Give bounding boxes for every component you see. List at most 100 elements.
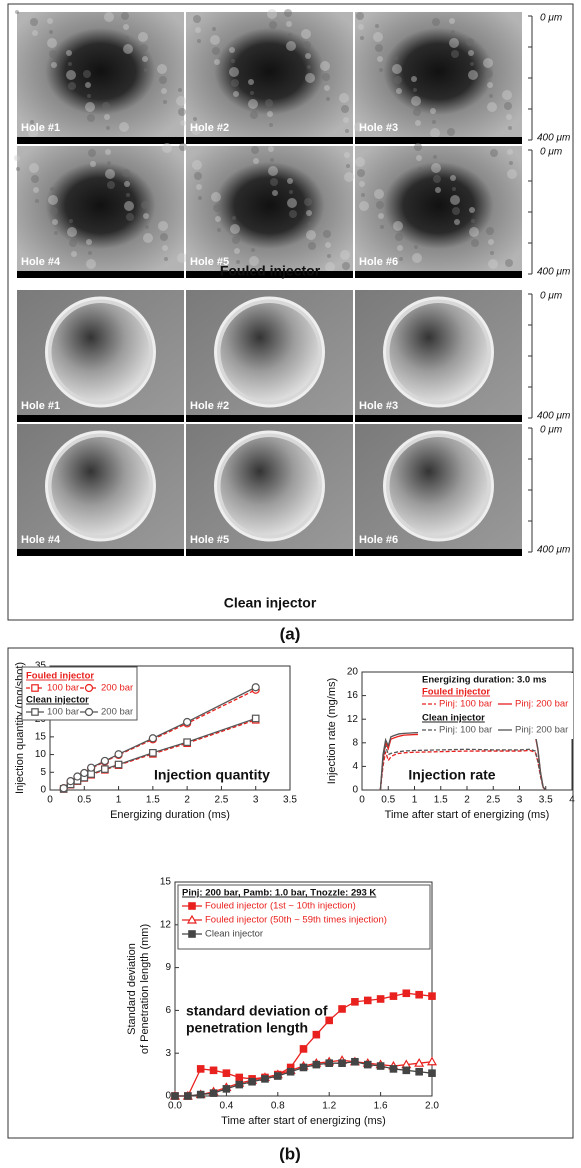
texture xyxy=(138,32,148,42)
texture xyxy=(304,198,312,206)
texture xyxy=(377,56,383,62)
scale-strip xyxy=(186,415,353,422)
texture xyxy=(416,155,422,161)
y-tick-label: 0 xyxy=(165,1091,171,1102)
texture xyxy=(163,100,167,104)
texture xyxy=(105,169,115,179)
x-tick-label: 1.5 xyxy=(146,795,160,806)
texture xyxy=(194,172,202,180)
texture xyxy=(355,157,365,167)
texture xyxy=(251,248,255,252)
x-tick-label: 0.4 xyxy=(219,1101,233,1112)
legend-label: Pinj: 200 bar xyxy=(515,725,568,736)
marker xyxy=(261,1075,269,1083)
x-tick-label: 3.5 xyxy=(539,795,553,806)
texture xyxy=(124,181,130,187)
panel-a-frame xyxy=(7,3,574,621)
texture xyxy=(232,216,236,220)
texture xyxy=(267,9,277,19)
scale-label: 400 μm xyxy=(537,545,570,556)
texture xyxy=(180,120,186,126)
panel-label: (b) xyxy=(279,1144,301,1163)
texture xyxy=(489,94,493,98)
legend-label: 200 bar xyxy=(101,707,133,718)
texture xyxy=(107,161,111,165)
scale-label: 400 μm xyxy=(537,411,570,422)
texture xyxy=(90,161,96,167)
x-tick-label: 2.0 xyxy=(425,1101,439,1112)
texture xyxy=(164,257,168,261)
texture xyxy=(344,152,350,158)
texture xyxy=(106,126,110,130)
y-tick-label: 9 xyxy=(165,962,171,973)
texture xyxy=(15,10,19,14)
texture xyxy=(359,201,369,211)
texture xyxy=(507,149,513,155)
texture xyxy=(488,259,498,269)
annotation: standard deviation of xyxy=(186,1003,328,1019)
texture xyxy=(124,201,134,211)
texture xyxy=(47,18,53,24)
plot-frame xyxy=(174,881,433,1097)
texture xyxy=(466,38,474,46)
legend-label: Pinj: 200 bar xyxy=(515,699,568,710)
y-tick-label: 20 xyxy=(347,667,359,678)
texture xyxy=(306,230,316,240)
texture xyxy=(267,111,273,117)
scale-label: 0 μm xyxy=(540,147,562,158)
x-tick-label: 1 xyxy=(116,795,122,806)
texture xyxy=(378,213,384,219)
texture xyxy=(32,30,38,36)
texture xyxy=(16,167,20,171)
y-axis-label: Standard deviation xyxy=(126,943,138,1035)
texture xyxy=(265,99,273,107)
texture xyxy=(301,29,311,39)
texture xyxy=(29,163,39,173)
x-tick-label: 0 xyxy=(359,795,365,806)
sem-image xyxy=(186,12,353,144)
texture xyxy=(452,187,456,191)
texture xyxy=(126,193,130,197)
texture xyxy=(418,167,422,171)
legend-marker xyxy=(31,684,39,692)
texture xyxy=(248,99,258,109)
hole-bore xyxy=(389,303,488,401)
legend-marker xyxy=(84,683,94,693)
scale-strip xyxy=(186,137,353,144)
texture xyxy=(509,161,513,165)
texture xyxy=(323,230,331,238)
texture xyxy=(414,245,418,249)
texture xyxy=(470,62,474,66)
marker xyxy=(66,777,75,786)
texture xyxy=(178,108,186,116)
texture xyxy=(192,160,202,170)
marker xyxy=(171,1092,179,1100)
texture xyxy=(396,88,402,94)
y-tick-label: 0 xyxy=(40,785,46,796)
y-tick-label: 6 xyxy=(165,1005,171,1016)
hole-label: Hole #1 xyxy=(21,400,60,412)
hole-label: Hole #2 xyxy=(190,122,229,134)
marker xyxy=(183,738,191,746)
legend-marker xyxy=(31,708,39,716)
texture xyxy=(435,187,441,193)
x-tick-label: 0.8 xyxy=(271,1101,285,1112)
texture xyxy=(394,76,402,84)
texture xyxy=(161,88,167,94)
texture xyxy=(447,128,455,136)
texture xyxy=(289,190,293,194)
texture xyxy=(340,250,350,260)
texture xyxy=(268,166,278,176)
y-tick-label: 35 xyxy=(35,661,47,672)
hole-label: Hole #5 xyxy=(190,534,229,546)
x-tick-label: 3 xyxy=(517,795,523,806)
x-tick-label: 0.5 xyxy=(77,795,91,806)
scale-strip xyxy=(355,137,522,144)
texture xyxy=(229,47,235,53)
texture xyxy=(87,94,91,98)
marker xyxy=(414,1057,425,1067)
legend-marker xyxy=(188,930,196,938)
marker xyxy=(73,772,82,781)
sem-image xyxy=(355,146,522,278)
texture xyxy=(342,262,350,270)
